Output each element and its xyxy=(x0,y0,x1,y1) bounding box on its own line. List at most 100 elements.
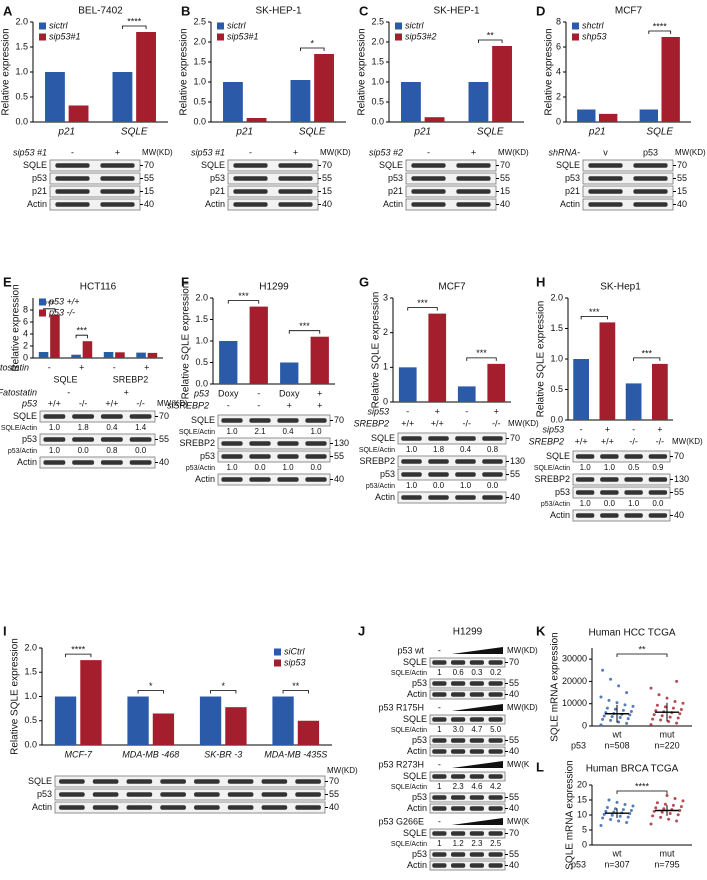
blot-band xyxy=(451,660,466,665)
x-tick-label: SK-BR -3 xyxy=(204,749,242,759)
x-row-value: + xyxy=(605,424,610,434)
blot-header-value: +/+ xyxy=(48,398,61,408)
blot-band xyxy=(305,441,327,446)
y-tick-label: 0.5 xyxy=(24,715,37,725)
data-point xyxy=(629,710,633,714)
blot-header-value: p53 xyxy=(643,147,658,157)
mw-label: 40 xyxy=(674,510,684,520)
bar xyxy=(428,313,447,402)
y-tick-label: 0.5 xyxy=(371,96,384,106)
legend-label: sictrl xyxy=(405,20,424,30)
quant-value: 0.0 xyxy=(433,481,445,490)
y-tick-label: 4 xyxy=(23,328,28,338)
mw-label: 70 xyxy=(677,160,687,170)
bar xyxy=(80,660,102,745)
bar xyxy=(661,37,680,122)
x-axis-label: p53 xyxy=(571,859,586,869)
data-point xyxy=(665,794,669,797)
data-point xyxy=(649,723,653,727)
x-tick-label: p21 xyxy=(413,127,431,138)
data-point xyxy=(610,715,614,719)
blot-header-value: + xyxy=(293,147,298,157)
blot-band xyxy=(72,437,95,442)
quant-value: 1 xyxy=(437,725,442,734)
mw-title: MW(KD) xyxy=(157,399,188,408)
quant-value: 0.0 xyxy=(254,463,266,472)
data-point xyxy=(681,799,685,803)
mw-label: 15 xyxy=(677,186,687,196)
bar xyxy=(639,109,658,122)
quant-value: 2.3 xyxy=(471,839,483,848)
bar xyxy=(398,367,417,402)
quant-value: 1.0 xyxy=(580,463,592,472)
bar xyxy=(223,82,243,122)
bar xyxy=(50,314,60,358)
quant-value: 1.0 xyxy=(282,463,294,472)
section-label: p53 wt xyxy=(397,645,424,655)
mw-label: 40 xyxy=(509,860,519,870)
x-row-value: + xyxy=(317,400,322,410)
blot-band xyxy=(295,805,321,810)
mw-label: 70 xyxy=(500,160,510,170)
panel-title: SK-HEP-1 xyxy=(433,6,480,17)
legend-swatch xyxy=(39,33,46,41)
data-point xyxy=(599,695,603,699)
bar xyxy=(457,386,476,402)
blot-band xyxy=(455,495,476,500)
mw-title: MW(KD) xyxy=(327,766,358,775)
quant-value: 1.4 xyxy=(135,423,147,432)
mw-label: 55 xyxy=(509,849,519,859)
blot-label: p21 xyxy=(210,186,225,196)
bar xyxy=(280,362,299,384)
x-tick-label: mut xyxy=(659,848,675,858)
significance-label: *** xyxy=(44,299,55,309)
legend-label: sictrl xyxy=(49,20,68,30)
blot-label: SQLE xyxy=(403,828,427,838)
blot-band xyxy=(92,792,119,797)
data-point xyxy=(615,800,619,804)
quant-value: 4.6 xyxy=(471,782,483,791)
quant-label: SQLE/Actin xyxy=(391,670,427,677)
legend-swatch xyxy=(39,309,46,317)
y-axis-label: Relative expression xyxy=(544,28,555,115)
dose-wedge xyxy=(451,704,503,711)
data-point xyxy=(675,819,679,823)
blot-band xyxy=(432,831,447,836)
significance-bracket xyxy=(580,316,608,320)
mw-label: 55 xyxy=(677,173,687,183)
significance-label: * xyxy=(221,681,225,691)
quant-value: 5.0 xyxy=(490,725,502,734)
blot-band xyxy=(451,863,466,868)
y-tick-label: 1.0 xyxy=(371,76,384,86)
blot-label: Actin xyxy=(27,199,47,209)
significance-bracket xyxy=(648,30,672,34)
significance-bracket xyxy=(65,653,92,658)
blot-header-value: - xyxy=(249,147,252,157)
data-point xyxy=(663,705,667,709)
y-tick-label: 1.5 xyxy=(550,323,563,333)
data-point xyxy=(615,701,619,705)
blot-band xyxy=(401,495,422,500)
blot-label: Actin xyxy=(560,199,580,209)
blot-band xyxy=(221,454,243,459)
blot-band xyxy=(221,477,243,482)
significance-bracket xyxy=(75,334,88,339)
significance-label: ** xyxy=(487,30,495,40)
y-tick-label: 20 xyxy=(577,779,587,789)
quant-value: 1 xyxy=(437,782,442,791)
mw-label: 55 xyxy=(509,792,519,802)
quant-value: 0.0 xyxy=(135,446,147,455)
quant-value: 0.4 xyxy=(106,423,118,432)
panel-label: K xyxy=(536,623,546,638)
mw-label: 40 xyxy=(159,457,169,467)
blot-label: p21 xyxy=(388,186,403,196)
blot-band xyxy=(456,163,491,168)
mw-label: 40 xyxy=(509,689,519,699)
y-tick-label: 2.0 xyxy=(195,292,208,302)
blot-band xyxy=(469,795,484,800)
blot-band xyxy=(451,692,466,697)
panel-title: MCF7 xyxy=(438,282,466,293)
y-tick-label: 0 xyxy=(556,116,561,126)
x-row-value: - xyxy=(465,406,468,416)
mw-title: MW(K xyxy=(507,817,530,826)
